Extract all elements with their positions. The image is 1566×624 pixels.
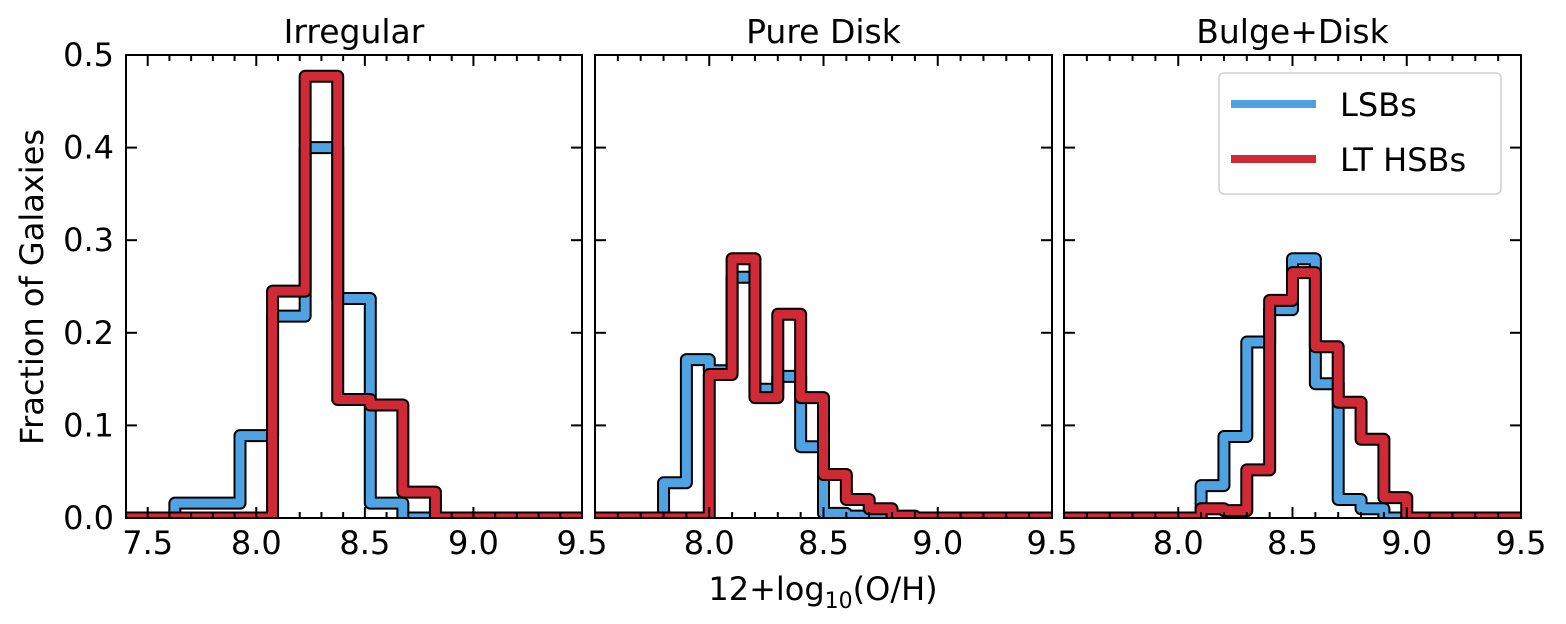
legend-label-lsbs: LSBs [1340, 86, 1417, 124]
legend-label-lt-hsbs: LT HSBs [1340, 141, 1466, 179]
plot-area [126, 69, 582, 518]
y-tick-label: 0.0 [63, 499, 114, 537]
series-lsbs-step [126, 143, 582, 518]
x-axis-label-main: 12+log [708, 570, 824, 608]
x-tick-label: 8.0 [1153, 524, 1204, 562]
series-lsbs-outline [126, 141, 582, 518]
panel-1: Irregular 7.5 8.0 8.5 9.0 9.5 0.0 0.1 0.2 0.3 0.4 0… [63, 12, 607, 562]
y-tick-label: 0.2 [63, 314, 114, 352]
series-lt-hsbs-step [595, 254, 1052, 518]
panels: Irregular 7.5 8.0 8.5 9.0 9.5 0.0 0.1 0.2 0.3 0.4 0… [63, 12, 1546, 562]
axes-frame [125, 54, 583, 519]
x-tick-label: 9.5 [557, 524, 608, 562]
x-axis-label: 12+log10(O/H) [708, 570, 937, 614]
series-lt-hsbs-step [1064, 268, 1521, 518]
x-tick-label: 9.5 [1027, 524, 1078, 562]
legend: LSBs LT HSBs [1218, 72, 1502, 195]
x-axis-label-end: (O/H) [853, 570, 938, 608]
y-tick-label: 0.1 [63, 406, 114, 444]
panel-title: Pure Disk [746, 12, 902, 51]
x-tick-label: 8.0 [684, 524, 735, 562]
y-axis-label: Fraction of Galaxies [13, 129, 51, 445]
x-tick-label: 9.0 [448, 524, 499, 562]
plot-area [1064, 252, 1521, 518]
y-tick-label: 0.4 [63, 129, 114, 167]
panel-title: Bulge+Disk [1196, 12, 1389, 51]
x-tick-label: 9.5 [1496, 524, 1547, 562]
x-tick-label: 7.5 [122, 524, 173, 562]
x-tick-label: 8.5 [1267, 524, 1318, 562]
x-tick-label: 8.5 [339, 524, 390, 562]
y-tick-label: 0.3 [63, 221, 114, 259]
x-tick-label: 8.0 [231, 524, 282, 562]
plot-area [595, 252, 1052, 518]
series-lt-hsbs-step [126, 71, 582, 518]
panel-title: Irregular [284, 12, 425, 51]
x-axis-label-subscript: 10 [825, 589, 853, 614]
x-tick-label: 9.0 [912, 524, 963, 562]
x-tick-label: 8.5 [798, 524, 849, 562]
panel-3: Bulge+Disk 8.0 8.5 9.0 9.5 [1063, 12, 1547, 562]
y-tick-label: 0.5 [63, 36, 114, 74]
panel-2: Pure Disk 8.0 8.5 9.0 9.5 [594, 12, 1078, 562]
x-tick-label: 9.0 [1381, 524, 1432, 562]
